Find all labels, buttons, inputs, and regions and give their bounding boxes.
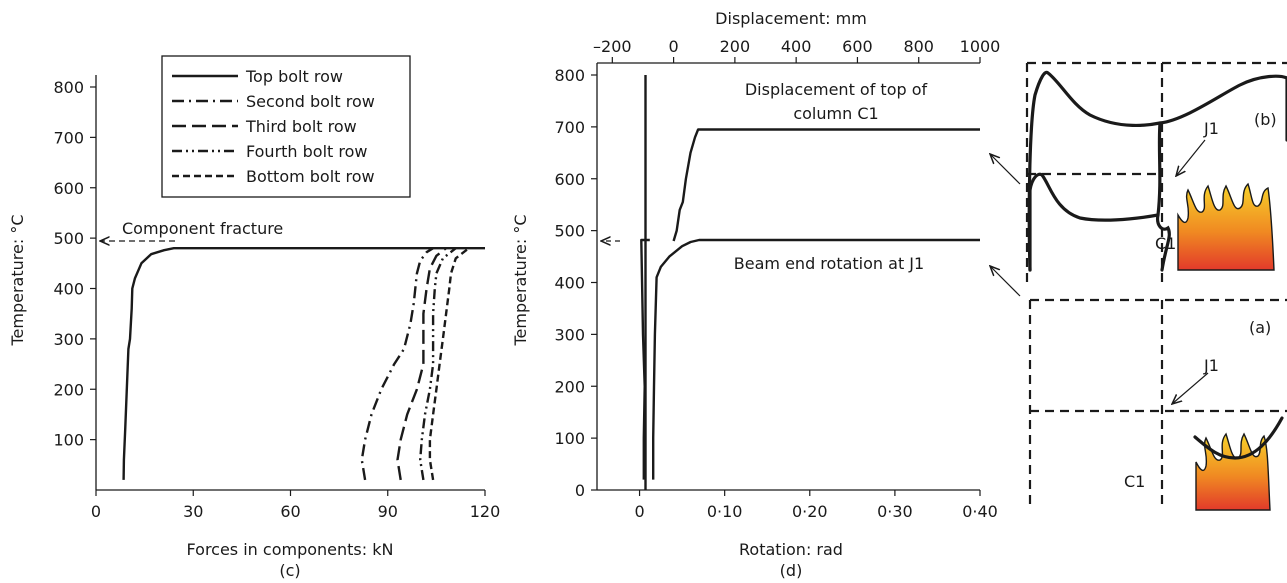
label-a: (a): [1249, 318, 1271, 337]
joint-pointer-b: [1176, 139, 1206, 176]
series-line-d-3: [640, 238, 650, 480]
y-tick-label-d: 800: [554, 66, 585, 85]
deformed-column-c1: [1156, 121, 1171, 272]
y-tick-label-d: 100: [554, 429, 585, 448]
x-tick-label-c: 0: [91, 502, 101, 521]
pointer-arrow-b: [990, 154, 1021, 185]
panel-label-d: (d): [780, 561, 803, 580]
chart-c: 0 30 60 90 120 100 200 300 400 500 600 700 800 Top …: [8, 55, 501, 580]
y-tick-label-d: 400: [554, 274, 585, 293]
series-line-d-2: [652, 238, 980, 480]
joint-pointer-a: [1172, 372, 1209, 404]
y-tick-label-c: 200: [53, 380, 84, 399]
panel-label-c: (c): [279, 561, 300, 580]
top-tick-label-d: 400: [781, 37, 812, 56]
chart-d: 0 0·10 0·20 0·30 0·40 –200 0 200 400 600 800 1000 …: [511, 9, 1000, 580]
annotation-displacement-line2: column C1: [793, 104, 878, 123]
x-axis-label-d: Rotation: rad: [739, 540, 843, 559]
series-line-c-3: [396, 247, 447, 481]
annotation-rotation: Beam end rotation at J1: [734, 254, 924, 273]
y-tick-label-d: 200: [554, 377, 585, 396]
legend-c: Top bolt row Second bolt row Third bolt ro…: [161, 55, 411, 198]
x-tick-label-c: 90: [378, 502, 398, 521]
top-tick-label-d: 600: [842, 37, 873, 56]
legend-label-4: Fourth bolt row: [246, 142, 368, 161]
deformed-roof: [1027, 70, 1287, 272]
joint-label-a: J1: [1203, 356, 1219, 375]
x-tick-label-c: 120: [470, 502, 501, 521]
y-tick-label-d: 0: [575, 481, 585, 500]
x-tick-label-d: 0·30: [877, 502, 913, 521]
series-line-c-2: [360, 247, 434, 481]
deformed-frame-diagram: J1 (b) C1: [1025, 61, 1287, 285]
top-tick-label-d: 200: [720, 37, 751, 56]
y-axis-label-c: Temperature: °C: [8, 215, 27, 347]
y-tick-label-c: 700: [53, 128, 84, 147]
x-axis-label-c: Forces in components: kN: [187, 540, 394, 559]
legend-label-3: Third bolt row: [245, 117, 357, 136]
x-tick-label-d: 0·20: [792, 502, 828, 521]
annotation-displacement-line1: Displacement of top of: [745, 80, 928, 99]
undeformed-frame-diagram: J1 (a) C1: [1028, 298, 1287, 511]
top-tick-label-d: 0: [669, 37, 679, 56]
legend-label-2: Second bolt row: [246, 92, 375, 111]
series-line-d-1: [672, 128, 980, 242]
x-tick-label-c: 60: [280, 502, 300, 521]
y-tick-label-c: 100: [53, 431, 84, 450]
y-tick-label-d: 500: [554, 222, 585, 241]
y-tick-label-d: 700: [554, 118, 585, 137]
x-tick-label-c: 30: [183, 502, 203, 521]
top-axis-label-d: Displacement: mm: [715, 9, 867, 28]
column-label-b: C1: [1155, 234, 1176, 253]
y-tick-label-c: 400: [53, 280, 84, 299]
y-tick-label-d: 600: [554, 170, 585, 189]
y-tick-label-c: 300: [53, 330, 84, 349]
y-axis-label-d: Temperature: °C: [511, 215, 530, 347]
series-line-c-1: [122, 246, 485, 480]
y-tick-label-c: 800: [53, 78, 84, 97]
y-tick-label-d: 300: [554, 325, 585, 344]
fracture-annotation: Component fracture: [122, 219, 283, 238]
x-tick-label-d: 0·10: [707, 502, 743, 521]
flame-icon-b: [1177, 182, 1275, 271]
deformed-floor: [1028, 172, 1160, 222]
top-tick-label-d: 1000: [960, 37, 1001, 56]
column-label-a: C1: [1124, 472, 1145, 491]
top-tick-label-d: 800: [903, 37, 934, 56]
legend-label-5: Bottom bolt row: [246, 167, 375, 186]
label-b: (b): [1254, 110, 1277, 129]
x-tick-label-d: 0: [634, 502, 644, 521]
pointer-arrow-a: [990, 266, 1021, 297]
top-tick-label-d: –200: [593, 37, 632, 56]
x-tick-label-d: 0·40: [962, 502, 998, 521]
sagging-beam: [1193, 416, 1284, 460]
y-tick-label-c: 500: [53, 229, 84, 248]
joint-label-b: J1: [1203, 119, 1219, 138]
legend-label-1: Top bolt row: [245, 67, 343, 86]
y-tick-label-c: 600: [53, 179, 84, 198]
series-line-c-5: [428, 247, 470, 481]
series-line-c-4: [419, 247, 457, 481]
